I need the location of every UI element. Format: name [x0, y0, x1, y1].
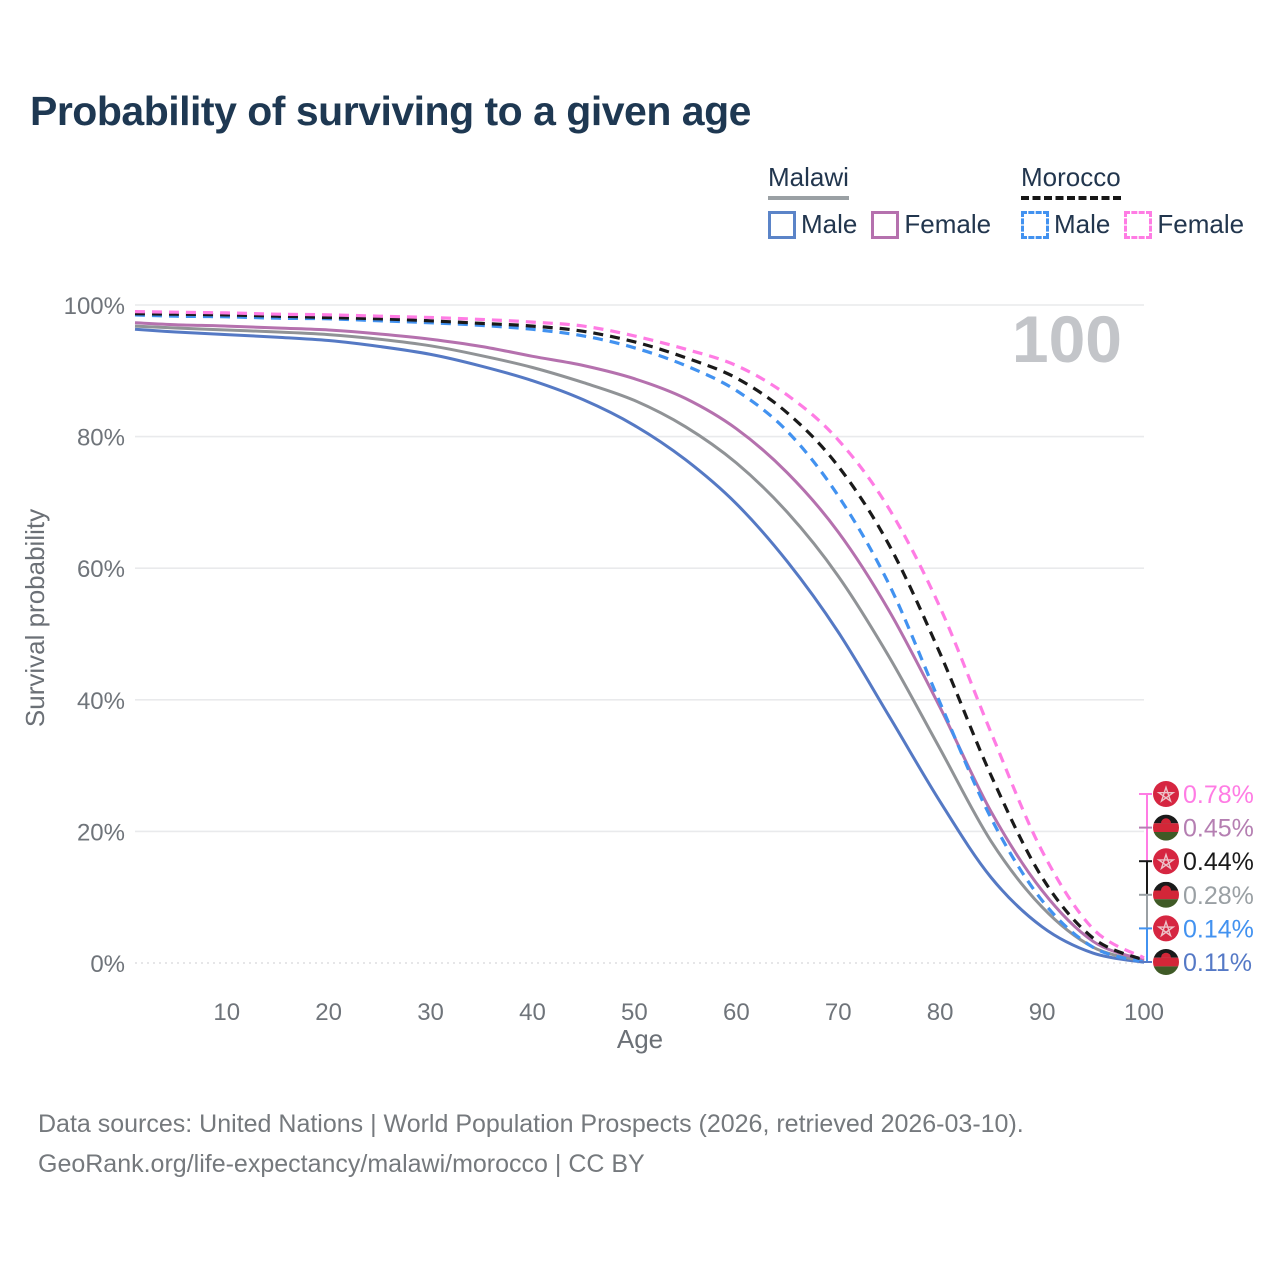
end-value-label: 0.14%	[1183, 915, 1254, 943]
axis-layer: 0% 20% 40% 60% 80% 100% 10 20 30 40 50 60 70 80 90 100	[64, 293, 1164, 1026]
x-tick-label: 70	[825, 999, 852, 1026]
x-axis-title: Age	[617, 1024, 663, 1054]
legend-group-morocco: Morocco Male Female	[1021, 162, 1244, 240]
page-title: Probability of surviving to a given age	[30, 88, 751, 134]
x-tick-label: 30	[417, 999, 444, 1026]
legend-label: Male	[1054, 209, 1111, 239]
legend-item-malawi-female[interactable]: Female	[871, 209, 991, 240]
series-line-morocco-female[interactable]	[134, 310, 1145, 960]
x-tick-label: 50	[621, 999, 648, 1026]
morocco-flag-icon	[1153, 781, 1179, 807]
y-axis-title: Survival probability	[20, 509, 50, 727]
series-line-malawi[interactable]	[134, 324, 1145, 963]
footer-sources-line: Data sources: United Nations | World Pop…	[38, 1110, 1024, 1138]
end-value-label: 0.11%	[1183, 949, 1252, 977]
hover-age-watermark: 100	[1012, 302, 1122, 376]
legend-row-morocco: Male Female	[1021, 209, 1244, 240]
end-value-label: 0.78%	[1183, 781, 1254, 809]
x-tick-label: 40	[519, 999, 546, 1026]
footer-attribution-line: GeoRank.org/life-expectancy/malawi/moroc…	[38, 1150, 645, 1178]
legend-header-morocco[interactable]: Morocco	[1021, 162, 1121, 200]
y-tick-label: 80%	[77, 425, 125, 452]
malawi-flag-icon	[1153, 949, 1179, 975]
grid-layer	[135, 304, 1144, 964]
malawi-female-swatch-icon	[871, 210, 900, 239]
series-line-morocco[interactable]	[134, 312, 1145, 962]
end-value-label: 0.28%	[1183, 882, 1254, 910]
series-line-malawi-female[interactable]	[134, 321, 1145, 962]
series-line-malawi-male[interactable]	[134, 327, 1145, 964]
end-value-label: 0.44%	[1183, 848, 1254, 876]
legend-label: Male	[801, 209, 858, 239]
x-tick-label: 10	[213, 999, 240, 1026]
malawi-flag-icon	[1153, 881, 1179, 908]
series-line-morocco-male[interactable]	[134, 313, 1145, 964]
y-tick-label: 100%	[64, 293, 125, 320]
legend-item-morocco-male[interactable]: Male	[1021, 209, 1110, 240]
y-tick-label: 0%	[90, 951, 125, 978]
end-label-layer: 0.78% 0.45% 0.44% 0.28% 0.14% 0.11%	[1139, 781, 1254, 977]
malawi-flag-icon	[1153, 814, 1179, 841]
x-tick-label: 100	[1124, 999, 1164, 1026]
morocco-flag-icon	[1153, 915, 1179, 942]
legend-group-malawi: Malawi Male Female	[768, 162, 991, 240]
series-layer	[134, 310, 1145, 964]
x-tick-label: 80	[927, 999, 954, 1026]
y-tick-label: 60%	[77, 556, 125, 583]
legend-item-malawi-male[interactable]: Male	[768, 209, 857, 240]
legend-item-morocco-female[interactable]: Female	[1124, 209, 1244, 240]
x-tick-label: 90	[1029, 999, 1056, 1026]
morocco-flag-icon	[1153, 848, 1179, 875]
end-value-label: 0.45%	[1183, 815, 1254, 843]
legend-header-malawi[interactable]: Malawi	[768, 162, 849, 200]
morocco-male-swatch-icon	[1021, 210, 1049, 239]
legend-label: Female	[904, 209, 992, 239]
footer: Data sources: United Nations | World Pop…	[38, 1104, 1024, 1184]
legend-label: Female	[1157, 209, 1245, 239]
legend-row-malawi: Male Female	[768, 209, 991, 240]
y-tick-label: 40%	[77, 688, 125, 715]
y-tick-label: 20%	[77, 819, 125, 846]
x-tick-label: 20	[315, 999, 342, 1026]
x-tick-label: 60	[723, 999, 750, 1026]
malawi-male-swatch-icon	[768, 210, 796, 239]
morocco-female-swatch-icon	[1124, 210, 1153, 239]
